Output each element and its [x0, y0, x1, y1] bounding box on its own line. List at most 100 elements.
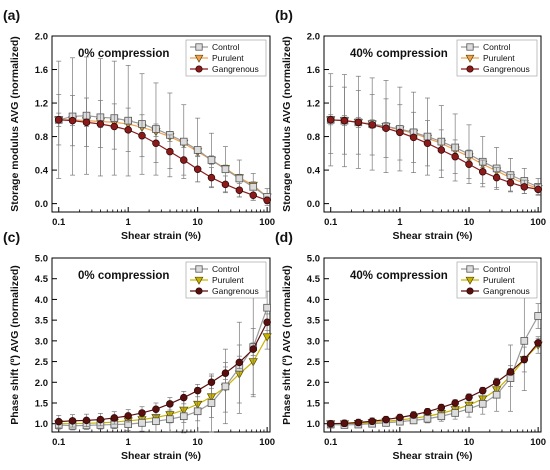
y-tick-label: 1.0 [35, 419, 48, 430]
data-point [68, 417, 77, 425]
y-tick-label: 0.0 [35, 199, 48, 210]
y-axis-label: Phase shift (º) AVG (normalized) [281, 265, 293, 425]
series-control [54, 56, 271, 206]
legend-label: Control [212, 264, 240, 274]
series-line [58, 119, 268, 198]
series-purulent [326, 336, 543, 429]
data-point [340, 419, 349, 428]
data-point [465, 393, 473, 401]
data-point [451, 399, 459, 407]
data-point [382, 415, 390, 424]
data-point [263, 303, 271, 312]
legend-marker [465, 54, 475, 63]
legend-label: Control [212, 42, 240, 52]
y-tick-label: 3.0 [307, 336, 320, 347]
series-line [330, 342, 539, 425]
data-point [465, 404, 473, 413]
legend-label: Control [483, 264, 511, 274]
data-point [221, 382, 230, 391]
x-tick-label: 1 [397, 217, 403, 228]
x-tick-label: 0.1 [52, 437, 66, 448]
data-point [354, 118, 363, 127]
series-control [326, 290, 542, 429]
data-point [409, 133, 418, 142]
legend-marker [194, 54, 204, 63]
x-tick-label: 10 [464, 217, 475, 228]
y-tick-label: 0.8 [307, 132, 320, 143]
y-tick-label: 4.5 [307, 274, 321, 285]
data-point [478, 386, 487, 395]
legend-label: Purulent [483, 53, 515, 63]
data-point [368, 121, 376, 129]
series-control [326, 73, 542, 196]
data-point [506, 368, 515, 376]
data-point [221, 180, 230, 189]
data-point [207, 378, 216, 387]
series-purulent [54, 323, 272, 429]
compression-annotation: 40% compression [350, 270, 448, 282]
x-axis-label: Shear strain (%) [393, 450, 473, 462]
series-line [330, 119, 539, 190]
series-gangrenous [54, 313, 271, 429]
y-tick-label: 2.0 [35, 378, 48, 389]
x-tick-label: 1 [126, 437, 132, 448]
x-tick-label: 0.1 [52, 217, 66, 228]
data-point [193, 165, 202, 174]
data-point [54, 116, 63, 124]
data-point [124, 126, 132, 134]
panel-letter: (a) [3, 7, 20, 23]
x-axis-label: Shear strain (%) [393, 230, 473, 242]
y-axis-label: Storage modulus AVG (normalized) [281, 36, 293, 212]
data-point [262, 333, 272, 342]
y-tick-label: 4.0 [35, 295, 48, 306]
series-line [330, 315, 539, 426]
data-point [249, 191, 257, 199]
x-tick-label: 10 [464, 437, 475, 448]
data-point [82, 416, 91, 425]
data-point [437, 403, 446, 412]
legend-marker [466, 65, 474, 73]
data-point [110, 122, 119, 131]
x-tick-label: 100 [259, 217, 275, 228]
legend-marker [195, 287, 203, 295]
x-axis-label: Shear strain (%) [121, 450, 201, 462]
data-point [138, 409, 146, 417]
legend-marker [466, 43, 474, 51]
data-point [54, 417, 63, 426]
y-tick-label: 3.5 [307, 316, 321, 327]
series-line [58, 307, 268, 427]
data-point [263, 318, 271, 326]
data-point [166, 400, 174, 408]
legend-label: Control [483, 42, 511, 52]
data-point [451, 409, 459, 417]
data-point [354, 418, 363, 427]
panel-letter: (d) [275, 229, 293, 245]
data-point [506, 178, 515, 187]
data-point [520, 355, 529, 364]
legend-label: Purulent [483, 275, 515, 285]
x-tick-label: 0.1 [324, 437, 338, 448]
x-tick-label: 1 [397, 437, 403, 448]
data-point [423, 414, 432, 423]
data-point [534, 312, 542, 320]
legend-label: Purulent [212, 275, 244, 285]
y-tick-label: 1.6 [307, 65, 320, 76]
data-point [506, 374, 515, 382]
y-tick-label: 1.2 [307, 99, 320, 110]
x-axis-label: Shear strain (%) [121, 230, 201, 242]
compression-annotation: 0% compression [78, 48, 169, 60]
x-tick-label: 100 [530, 437, 546, 448]
data-point [152, 417, 160, 426]
data-point [326, 419, 335, 428]
data-point [382, 124, 390, 132]
data-point [249, 345, 257, 353]
panel-letter: (b) [275, 7, 293, 23]
data-point [340, 116, 349, 125]
data-point [368, 417, 376, 425]
data-point [465, 160, 473, 168]
legend-marker [466, 287, 474, 295]
data-point [520, 337, 529, 345]
y-tick-label: 2.5 [35, 357, 49, 368]
y-tick-label: 1.5 [307, 399, 321, 410]
